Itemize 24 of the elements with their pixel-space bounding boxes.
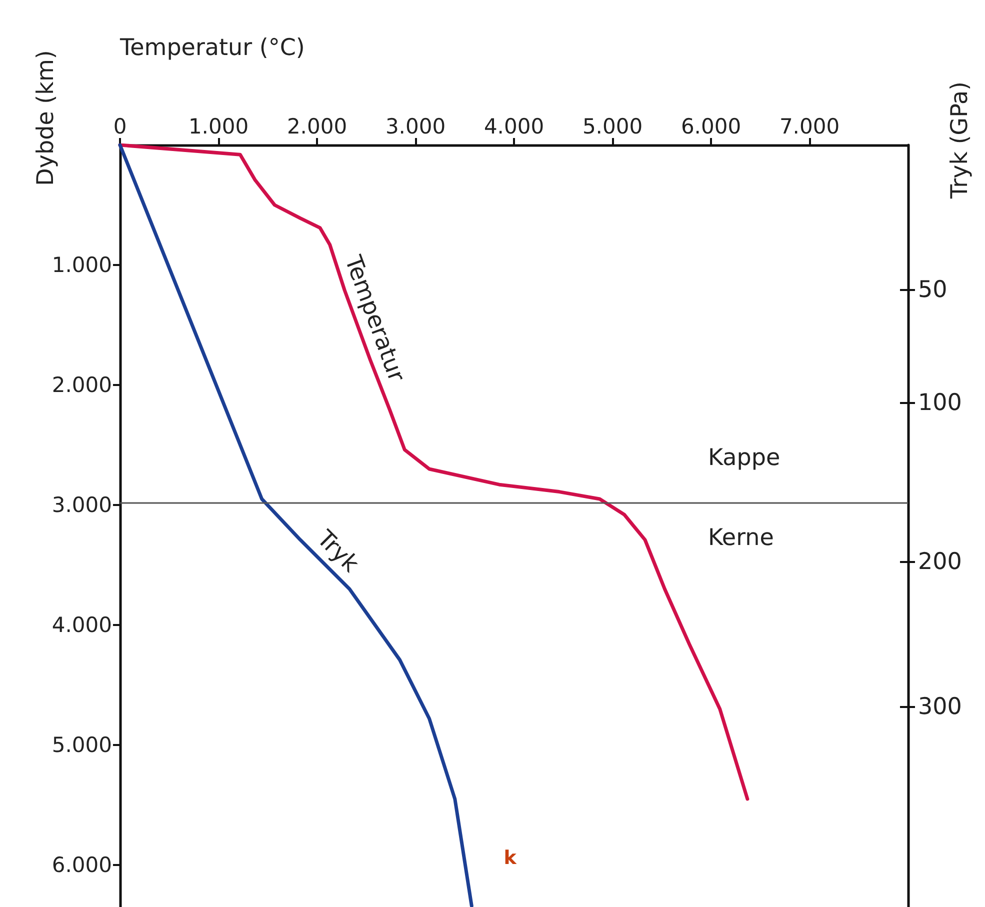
x-tick-label: 4.000 [484,114,544,138]
text: 100 [918,390,962,416]
y-axis-title: Dybde (km) [33,50,59,186]
text: 200 [918,549,962,575]
x-axis-title: Temperatur (°C) [119,35,305,61]
x-tick-label: 5.000 [582,114,643,138]
x-tick-label: 3.000 [385,114,446,138]
y-tick-label: 6.000 [52,853,112,877]
annotation: Kerne [708,525,774,551]
text: 300 [918,694,962,720]
y-tick-label: 5.000 [52,733,112,757]
x-tick-label: 2.000 [286,114,348,138]
x-tick-label: 1.000 [188,114,249,138]
text: 50 [918,277,948,303]
y-tick-label: 3.000 [52,493,112,517]
y-tick-label: 4.000 [52,613,112,637]
annotation: k [504,847,517,869]
x-tick-label: 7.000 [779,114,840,138]
y2-axis-title: Tryk (GPa) [947,81,973,200]
x-tick-label: 6.000 [680,114,742,138]
y-tick-label: 2.000 [52,373,112,397]
annotation: Kappe [708,445,780,471]
y-tick-label: 1.000 [52,253,112,277]
x-tick-label: 0 [113,114,127,138]
